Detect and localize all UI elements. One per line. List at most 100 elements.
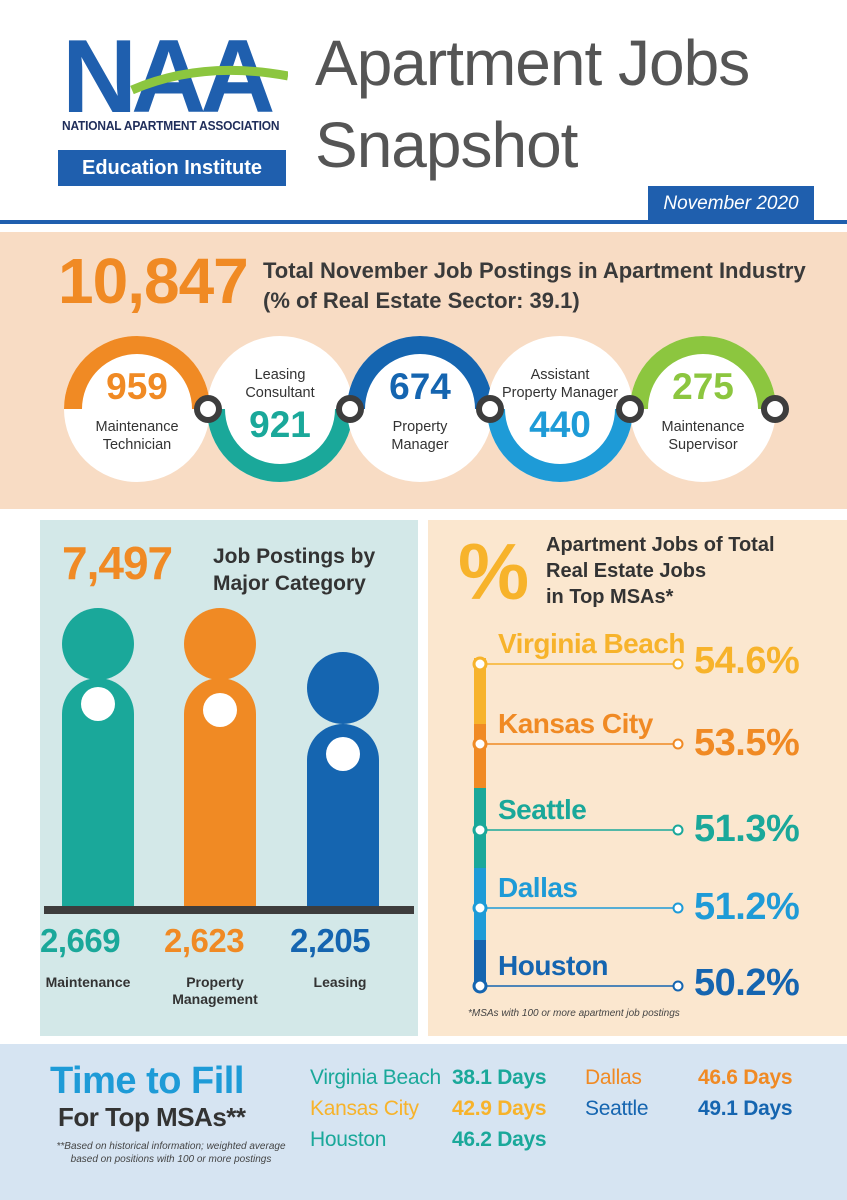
- category-head-maintenance: [62, 608, 134, 680]
- category-pill-chart: [44, 608, 414, 914]
- msa-title-line2: Real Estate Jobs: [546, 560, 707, 582]
- end-node-houston: [672, 980, 684, 992]
- track-segment-kansas-city: [474, 724, 486, 788]
- total-postings-label: Total November Job Postings in Apartment…: [263, 256, 806, 316]
- role-label-leasing-consultant: Leasing Consultant: [205, 366, 355, 402]
- node-houston: [472, 978, 488, 994]
- chart-baseline: [44, 906, 414, 914]
- msa-pct-virginia-beach: 54.6%: [694, 640, 800, 682]
- category-value-maintenance: 2,669: [40, 922, 121, 959]
- time-to-fill-title: Time to Fill: [50, 1060, 244, 1102]
- role-label-line2: Manager: [391, 437, 449, 453]
- connector-knob-3: [476, 395, 504, 423]
- category-bar-maintenance-base: [62, 840, 134, 906]
- end-node-virginia-beach: [672, 658, 684, 670]
- time-to-fill-footnote: **Based on historical information; weigh…: [56, 1141, 286, 1165]
- page-title-line1: Apartment Jobs: [315, 27, 750, 99]
- percent-icon: %: [458, 527, 530, 616]
- category-label-line2: Management: [172, 991, 258, 1007]
- ttf-city-seattle: Seattle: [585, 1097, 649, 1120]
- role-value-property-manager: 674: [389, 366, 451, 407]
- category-total-value: 7,497: [62, 537, 173, 589]
- category-dot-property-management: [203, 693, 237, 727]
- msa-pct-seattle: 51.3%: [694, 808, 800, 850]
- logo-swoosh: [130, 65, 288, 95]
- msa-title-line3: in Top MSAs*: [546, 586, 674, 608]
- track-segment-houston: [474, 940, 486, 988]
- category-value-property-management: 2,623: [164, 922, 245, 959]
- ring-5-arc: [630, 336, 776, 410]
- time-to-fill-panel: [0, 1044, 847, 1200]
- total-postings-label-line2: (% of Real Estate Sector: 39.1): [263, 288, 580, 313]
- end-node-kansas-city: [672, 738, 684, 750]
- category-dot-maintenance: [81, 687, 115, 721]
- track-segment-virginia-beach: [474, 658, 486, 730]
- connector-knob-4: [616, 395, 644, 423]
- role-label-assistant-property-manager: Assistant Property Manager: [485, 366, 635, 402]
- role-label-maintenance-supervisor: Maintenance Supervisor: [628, 418, 778, 454]
- role-label-line2: Property Manager: [501, 385, 619, 401]
- role-value-maintenance-supervisor: 275: [672, 366, 734, 407]
- node-kansas-city: [472, 736, 488, 752]
- ttf-days-houston: 46.2 Days: [452, 1128, 547, 1151]
- top-msa-panel: [428, 520, 847, 1036]
- ttf-city-dallas: Dallas: [585, 1066, 642, 1089]
- category-title-line2: Major Category: [213, 572, 366, 595]
- header-divider: [0, 220, 847, 224]
- ring-3-arc: [347, 336, 493, 410]
- time-to-fill-subtitle: For Top MSAs**: [58, 1102, 246, 1132]
- msa-pct-kansas-city: 53.5%: [694, 722, 800, 764]
- node-virginia-beach: [472, 656, 488, 672]
- ttf-days-kansas-city: 42.9 Days: [452, 1097, 547, 1120]
- page-title-line2: Snapshot: [315, 109, 578, 181]
- role-label-line1: Maintenance: [95, 419, 179, 435]
- end-node-dallas: [672, 902, 684, 914]
- connector-knob-5: [761, 395, 789, 423]
- total-postings-label-line1: Total November Job Postings in Apartment…: [263, 258, 806, 283]
- ring-1-arc: [64, 336, 210, 410]
- category-label-maintenance: Maintenance: [45, 974, 131, 990]
- org-name: NATIONAL APARTMENT ASSOCIATION: [62, 118, 280, 133]
- msa-pct-dallas: 51.2%: [694, 886, 800, 928]
- role-label-line1: Leasing: [254, 367, 306, 383]
- ttf-days-dallas: 46.6 Days: [698, 1066, 793, 1089]
- msa-name-dallas: Dallas: [498, 872, 578, 903]
- msa-pct-houston: 50.2%: [694, 962, 800, 1004]
- category-head-property-management: [184, 608, 256, 680]
- category-label-line1: Property: [186, 974, 244, 990]
- msa-title: Apartment Jobs of Total Real Estate Jobs…: [546, 532, 775, 610]
- msa-name-houston: Houston: [498, 950, 609, 981]
- role-label-line1: Property: [392, 419, 448, 435]
- ttf-days-seattle: 49.1 Days: [698, 1097, 793, 1120]
- msa-footnote: *MSAs with 100 or more apartment job pos…: [468, 1008, 680, 1019]
- connector-knob-2: [336, 395, 364, 423]
- connector-knob-1: [194, 395, 222, 423]
- total-postings-value: 10,847: [58, 245, 249, 317]
- end-node-seattle: [672, 824, 684, 836]
- category-title-line1: Job Postings by: [213, 545, 376, 568]
- role-value-leasing-consultant: 921: [249, 404, 311, 445]
- education-institute-label: Education Institute: [58, 150, 286, 186]
- category-bar-property-management-base: [184, 840, 256, 906]
- role-label-property-manager: Property Manager: [345, 418, 495, 454]
- ttf-city-houston: Houston: [310, 1128, 387, 1151]
- node-seattle: [472, 822, 488, 838]
- ttf-city-kansas-city: Kansas City: [310, 1097, 419, 1120]
- ring-4-arc: [487, 408, 633, 482]
- ring-2-arc: [207, 408, 353, 482]
- role-label-maintenance-technician: Maintenance Technician: [62, 418, 212, 454]
- ttf-days-virginia-beach: 38.1 Days: [452, 1066, 547, 1089]
- msa-name-kansas-city: Kansas City: [498, 708, 653, 739]
- ttf-city-virginia-beach: Virginia Beach: [310, 1066, 441, 1089]
- date-badge: November 2020: [648, 186, 814, 222]
- role-value-assistant-property-manager: 440: [529, 404, 591, 445]
- naa-logo: NAA: [62, 32, 288, 118]
- category-dot-leasing: [326, 737, 360, 771]
- role-label-line1: Assistant: [530, 367, 590, 383]
- msa-name-seattle: Seattle: [498, 794, 587, 825]
- role-label-line1: Maintenance: [661, 419, 745, 435]
- role-value-maintenance-technician: 959: [106, 366, 168, 407]
- msa-title-line1: Apartment Jobs of Total: [546, 534, 775, 556]
- role-label-line2: Consultant: [245, 385, 315, 401]
- role-rings-chain: [64, 336, 789, 482]
